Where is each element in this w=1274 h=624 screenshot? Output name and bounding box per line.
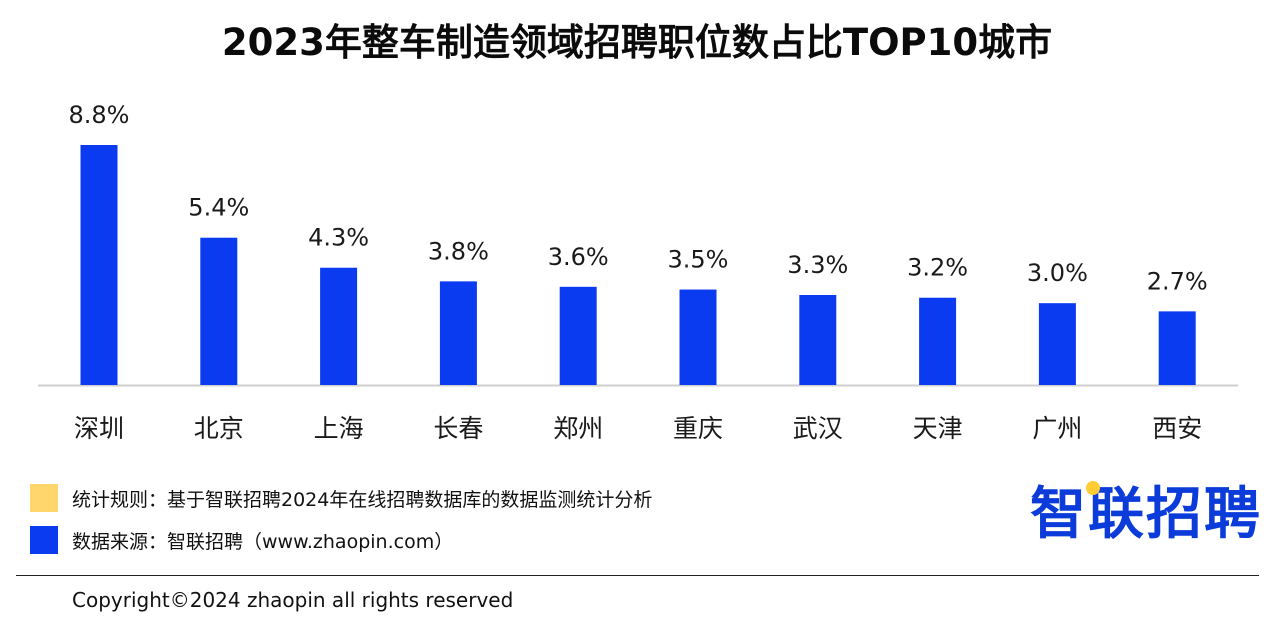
value-label-6: 3.3% (787, 251, 848, 279)
value-label-2: 4.3% (308, 224, 369, 252)
legend-swatch-source (30, 526, 58, 554)
zhaopin-logo: 智联招聘 (1030, 480, 1262, 550)
bar-0 (80, 145, 118, 385)
bar-5 (679, 289, 717, 385)
value-label-5: 3.5% (668, 246, 729, 274)
bar-7 (919, 297, 957, 385)
category-label-4: 郑州 (553, 414, 603, 443)
bar-4 (559, 286, 597, 385)
logo-dot-icon (1086, 481, 1100, 495)
chart-title: 2023年整车制造领域招聘职位数占比TOP10城市 (221, 21, 1053, 64)
legend-text-source: 数据来源：智联招聘（www.zhaopin.com） (72, 531, 454, 553)
category-label-9: 西安 (1152, 414, 1202, 443)
bar-9 (1158, 311, 1196, 385)
category-label-3: 长春 (433, 414, 483, 443)
value-label-9: 2.7% (1147, 267, 1208, 295)
category-label-1: 北京 (194, 414, 244, 443)
value-label-3: 3.8% (428, 237, 489, 265)
bar-chart: 8.8% 深圳 5.4% 北京 4.3% 上海 3.8% 长春 3.6% 郑州 3.5% 重庆 3.3%… (38, 101, 1238, 443)
value-label-4: 3.6% (548, 243, 609, 271)
legend-text-rule: 统计规则：基于智联招聘2024年在线招聘数据库的数据监测统计分析 (72, 489, 653, 511)
copyright-text: Copyright©2024 zhaopin all rights reserv… (72, 588, 514, 612)
bar-1 (200, 237, 238, 385)
value-label-0: 8.8% (69, 101, 130, 129)
value-label-1: 5.4% (188, 194, 249, 222)
value-label-7: 3.2% (907, 254, 968, 282)
bar-6 (799, 295, 837, 385)
category-label-2: 上海 (314, 414, 364, 443)
footer-divider (16, 575, 1259, 576)
category-label-0: 深圳 (74, 414, 124, 443)
bar-2 (320, 267, 358, 385)
category-label-7: 天津 (913, 414, 963, 443)
legend-swatch-rule (30, 484, 58, 512)
category-label-6: 武汉 (793, 414, 843, 443)
category-label-5: 重庆 (673, 414, 723, 443)
logo-text: 智联招聘 (1030, 482, 1262, 547)
category-label-8: 广州 (1032, 414, 1082, 443)
value-label-8: 3.0% (1027, 259, 1088, 287)
bar-8 (1038, 303, 1076, 385)
bar-3 (439, 281, 477, 385)
